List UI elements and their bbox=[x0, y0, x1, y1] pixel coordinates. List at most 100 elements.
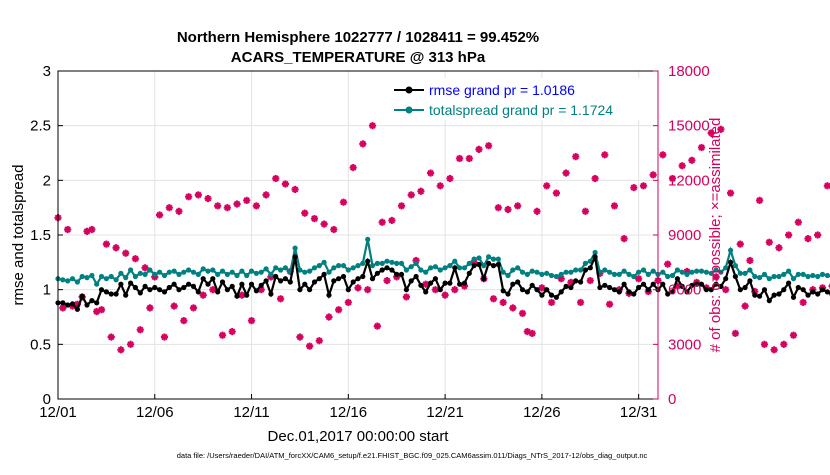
totalspread-point bbox=[65, 278, 70, 283]
rmse-point bbox=[801, 287, 806, 292]
rmse-point bbox=[491, 263, 496, 268]
totalspread-point bbox=[505, 273, 510, 278]
totalspread-point bbox=[486, 254, 491, 259]
obs-count-point bbox=[659, 151, 666, 158]
totalspread-point bbox=[805, 274, 810, 279]
rmse-point bbox=[278, 278, 283, 283]
totalspread-point bbox=[762, 272, 767, 277]
totalspread-point bbox=[283, 265, 288, 270]
y-tick-label-right: 15000 bbox=[668, 118, 710, 135]
totalspread-point bbox=[776, 274, 781, 279]
rmse-point bbox=[622, 282, 627, 287]
rmse-point bbox=[781, 287, 786, 292]
totalspread-point bbox=[239, 269, 244, 274]
obs-count-point bbox=[679, 162, 686, 169]
x-tick-label: 12/16 bbox=[330, 404, 368, 421]
rmse-point bbox=[264, 278, 269, 283]
rmse-point bbox=[554, 295, 559, 300]
totalspread-point bbox=[515, 265, 520, 270]
totalspread-point bbox=[520, 270, 525, 275]
rmse-point bbox=[810, 289, 815, 294]
totalspread-point bbox=[791, 276, 796, 281]
totalspread-point bbox=[196, 272, 201, 277]
rmse-point bbox=[636, 285, 641, 290]
totalspread-point bbox=[278, 267, 283, 272]
obs-count-point bbox=[562, 169, 569, 176]
totalspread-point bbox=[738, 271, 743, 276]
totalspread-point bbox=[384, 259, 389, 264]
totalspread-point bbox=[578, 267, 583, 272]
rmse-point bbox=[273, 274, 278, 279]
rmse-point bbox=[196, 289, 201, 294]
obs-count-point bbox=[621, 235, 628, 242]
rmse-point bbox=[738, 287, 743, 292]
totalspread-point bbox=[767, 276, 772, 281]
rmse-point bbox=[394, 272, 399, 277]
totalspread-point bbox=[501, 270, 506, 275]
totalspread-point bbox=[796, 272, 801, 277]
rmse-point bbox=[138, 290, 143, 295]
totalspread-point bbox=[293, 246, 298, 251]
totalspread-point bbox=[351, 265, 356, 270]
obs-count-point bbox=[795, 219, 802, 226]
rmse-point bbox=[128, 281, 133, 286]
totalspread-point bbox=[225, 272, 230, 277]
totalspread-point bbox=[684, 272, 689, 277]
totalspread-point bbox=[781, 272, 786, 277]
totalspread-point bbox=[583, 261, 588, 266]
obs-count-point bbox=[214, 202, 221, 209]
rmse-point bbox=[239, 282, 244, 287]
rmse-point bbox=[433, 276, 438, 281]
rmse-point bbox=[157, 287, 162, 292]
legend: rmse grand pr = 1.0186 totalspread grand… bbox=[388, 78, 656, 120]
totalspread-point bbox=[559, 272, 564, 277]
obs-count-point bbox=[775, 244, 782, 251]
totalspread-point bbox=[820, 272, 825, 277]
rmse-point bbox=[404, 287, 409, 292]
totalspread-point bbox=[622, 269, 627, 274]
rmse-point bbox=[728, 260, 733, 265]
obs-count-point bbox=[500, 299, 507, 306]
totalspread-point bbox=[752, 274, 757, 279]
rmse-point bbox=[472, 263, 477, 268]
totalspread-point bbox=[234, 273, 239, 278]
obs-count-point bbox=[509, 304, 516, 311]
obs-count-point bbox=[572, 153, 579, 160]
totalspread-point bbox=[467, 261, 472, 266]
totalspread-point bbox=[220, 269, 225, 274]
obs-count-point bbox=[364, 286, 371, 293]
totalspread-point bbox=[317, 263, 322, 268]
obs-count-point bbox=[746, 257, 753, 264]
rmse-point bbox=[186, 282, 191, 287]
obs-count-point bbox=[359, 140, 366, 147]
totalspread-point bbox=[254, 271, 259, 276]
chart-title-line-2: ACARS_TEMPERATURE @ 313 hPa bbox=[231, 49, 486, 66]
totalspread-point bbox=[404, 267, 409, 272]
obs-count-point bbox=[350, 164, 357, 171]
totalspread-point bbox=[215, 272, 220, 277]
totalspread-point bbox=[162, 273, 167, 278]
obs-count-point bbox=[127, 341, 134, 348]
rmse-point bbox=[583, 267, 588, 272]
rmse-point bbox=[496, 262, 501, 267]
rmse-point bbox=[486, 261, 491, 266]
rmse-point bbox=[351, 279, 356, 284]
totalspread-point bbox=[89, 273, 94, 278]
obs-count-point bbox=[108, 333, 115, 340]
totalspread-point bbox=[573, 267, 578, 272]
rmse-point bbox=[162, 289, 167, 294]
rmse-point bbox=[375, 271, 380, 276]
obs-count-point bbox=[417, 188, 424, 195]
rmse-point bbox=[443, 281, 448, 286]
obs-count-point bbox=[132, 255, 139, 262]
obs-count-point bbox=[519, 310, 526, 317]
obs-count-point bbox=[766, 239, 773, 246]
obs-count-point bbox=[103, 241, 110, 248]
obs-count-point bbox=[190, 304, 197, 311]
obs-count-point bbox=[495, 204, 502, 211]
obs-count-point bbox=[161, 333, 168, 340]
totalspread-point bbox=[268, 272, 273, 277]
rmse-point bbox=[336, 276, 341, 281]
totalspread-point bbox=[186, 267, 191, 272]
totalspread-point bbox=[743, 271, 748, 276]
